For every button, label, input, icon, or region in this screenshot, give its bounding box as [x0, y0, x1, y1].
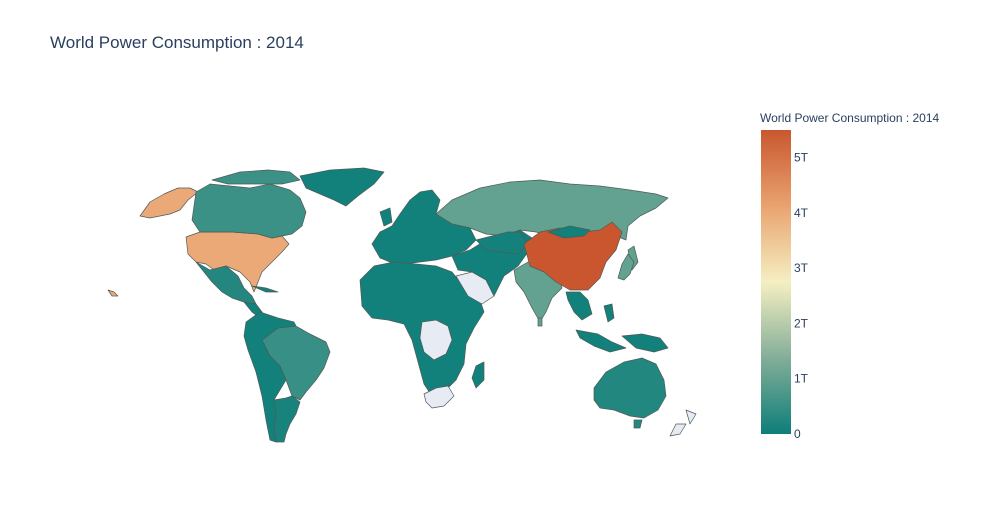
region-mongolia[interactable]	[547, 225, 591, 239]
chart-title: World Power Consumption : 2014	[50, 33, 304, 52]
region-shape[interactable]	[547, 225, 591, 239]
region-shape[interactable]	[211, 169, 301, 185]
region-united-states[interactable]	[107, 187, 290, 297]
region-shape[interactable]	[617, 253, 635, 281]
colorbar-tick-label: 4T	[794, 206, 809, 220]
region-madagascar[interactable]	[471, 361, 485, 389]
region-australia[interactable]	[593, 357, 667, 429]
colorbar-tick-label: 2T	[794, 316, 809, 330]
region-shape[interactable]	[139, 187, 199, 219]
colorbar-gradient	[761, 130, 791, 434]
colorbar-tick-label: 5T	[794, 151, 809, 165]
region-shape[interactable]	[669, 423, 687, 437]
region-shape[interactable]	[621, 333, 669, 353]
region-shape[interactable]	[685, 409, 697, 425]
colorbar-tick-label: 1T	[794, 372, 809, 386]
region-shape[interactable]	[575, 329, 627, 353]
region-shape[interactable]	[191, 183, 307, 239]
region-new-zealand[interactable]	[669, 409, 697, 437]
region-shape[interactable]	[243, 311, 297, 443]
region-shape[interactable]	[107, 289, 119, 297]
region-south-africa[interactable]	[423, 385, 455, 409]
region-shape[interactable]	[419, 319, 453, 361]
region-shape[interactable]	[379, 207, 393, 227]
region-shape[interactable]	[299, 167, 385, 207]
region-shape[interactable]	[633, 419, 643, 429]
colorbar-tick-label: 0	[794, 427, 801, 441]
region-shape[interactable]	[565, 291, 593, 321]
region-canada[interactable]	[191, 169, 307, 239]
region-cuba[interactable]	[251, 285, 279, 293]
colorbar-tick-label: 3T	[794, 261, 809, 275]
region-shape[interactable]	[603, 303, 615, 323]
colorbar-title: World Power Consumption : 2014	[760, 111, 940, 125]
region-rest-of-south-america[interactable]	[243, 311, 297, 443]
region-japan[interactable]	[617, 253, 635, 281]
region-southeast-asia[interactable]	[565, 291, 669, 353]
region-shape[interactable]	[537, 317, 543, 327]
region-democratic-republic-of-the-congo[interactable]	[419, 319, 453, 361]
region-shape[interactable]	[251, 285, 279, 293]
region-shape[interactable]	[423, 385, 455, 409]
region-shape[interactable]	[593, 357, 667, 419]
region-shape[interactable]	[471, 361, 485, 389]
region-greenland[interactable]	[299, 167, 385, 207]
